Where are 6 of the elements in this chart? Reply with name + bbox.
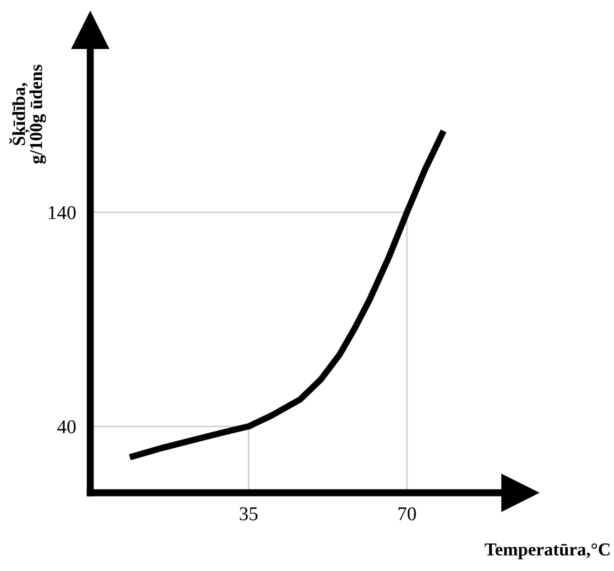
y-axis-title: Šķīdība, g/100g ūdens [9,64,46,164]
y-tick-label: 140 [48,206,76,220]
x-tick-label: 35 [240,507,258,520]
y-tick-label: 40 [57,420,76,434]
x-tick-label: 70 [398,507,416,520]
x-axis-title: Temperatūra,°C [484,543,610,560]
